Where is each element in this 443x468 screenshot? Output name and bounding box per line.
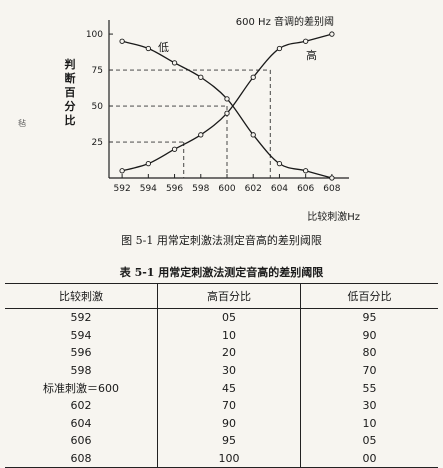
x-tick-label: 602 — [245, 184, 262, 194]
cell-high: 45 — [157, 379, 301, 397]
y-axis-label-char: 百 — [65, 86, 76, 99]
curve-label-low: 低 — [158, 41, 169, 54]
y-tick-label: 100 — [86, 30, 103, 40]
curve-label-high: 高 — [306, 48, 317, 62]
data-point — [145, 160, 151, 167]
x-tick-label: 604 — [271, 184, 288, 194]
cell-low: 55 — [362, 381, 377, 395]
data-point — [250, 132, 256, 138]
cell-low: 95 — [362, 311, 377, 325]
data-table: 比较刺激 高百分比 低百分比 592 05 95 594 10 90 596 2… — [5, 283, 438, 468]
table-row: 608 100 00 — [5, 449, 438, 468]
stray-mark: 毡 — [18, 119, 26, 128]
header-comparison: 比较刺激 — [5, 283, 158, 309]
cell-high: 95 — [157, 432, 301, 450]
table-row: 592 05 95 — [5, 308, 438, 327]
y-axis-label-char: 判 — [65, 57, 76, 71]
data-point — [145, 45, 151, 52]
cell-stimulus: 592 — [70, 311, 92, 325]
data-point — [198, 74, 204, 80]
cell-high: 90 — [157, 414, 301, 433]
cell-low: 80 — [362, 346, 377, 360]
cell-low: 30 — [362, 399, 377, 413]
header-high-percent: 高百分比 — [157, 283, 301, 309]
table-row: 606 95 05 — [5, 432, 438, 450]
table-row: 594 10 90 — [5, 326, 438, 345]
y-axis-label-char: 断 — [65, 71, 76, 85]
cell-stimulus: 602 — [70, 399, 92, 413]
cell-low: 05 — [362, 434, 377, 448]
data-point — [276, 160, 283, 167]
table-row: 598 30 70 — [5, 361, 438, 380]
x-tick-label: 598 — [192, 184, 209, 194]
data-point — [119, 38, 125, 44]
cell-stimulus: 596 — [70, 346, 92, 360]
data-point — [198, 132, 204, 138]
x-tick-label: 600 — [218, 184, 235, 194]
cell-high: 30 — [157, 361, 301, 380]
x-tick-label: 606 — [297, 184, 314, 194]
data-point — [224, 110, 230, 116]
chart-labels: 592 594 596 598 600 602 604 606 608 25 50 75 100 600 … — [65, 15, 361, 223]
data-point — [171, 146, 178, 152]
cell-low: 10 — [362, 416, 377, 430]
cell-stimulus: 594 — [70, 328, 92, 342]
data-point — [171, 60, 178, 66]
cell-high: 70 — [157, 396, 301, 415]
y-tick-label: 25 — [92, 138, 103, 148]
cell-stimulus: 598 — [70, 364, 92, 378]
data-points — [119, 31, 335, 181]
chart-title: 600 Hz 音调的差别阈 — [236, 15, 334, 28]
y-tick-label: 75 — [92, 66, 103, 76]
data-point — [119, 168, 125, 174]
table-header-row: 比较刺激 高百分比 低百分比 — [5, 283, 438, 309]
y-axis-label-char: 分 — [65, 99, 76, 113]
data-point — [276, 45, 283, 52]
table-row: 596 20 80 — [5, 344, 438, 362]
data-point — [303, 38, 309, 44]
data-point — [329, 31, 335, 37]
x-tick-label: 592 — [114, 184, 131, 194]
cell-stimulus: 608 — [5, 449, 158, 468]
cell-stimulus: 604 — [70, 416, 92, 430]
cell-high: 10 — [157, 326, 301, 345]
cell-low: 00 — [300, 449, 438, 468]
cell-high: 20 — [157, 344, 301, 362]
x-tick-label: 608 — [323, 184, 340, 194]
data-point — [250, 74, 256, 80]
y-tick-label: 50 — [92, 102, 104, 112]
cell-high: 05 — [157, 308, 301, 327]
table-row: 标准刺激＝600 45 55 — [5, 379, 438, 397]
figure-caption: 图 5-1 用常定刺激法测定音高的差别阈限 — [121, 234, 322, 247]
data-point — [329, 175, 335, 181]
x-tick-label: 596 — [166, 184, 183, 194]
table-row: 602 70 30 — [5, 396, 438, 415]
cell-stimulus: 标准刺激＝600 — [43, 382, 119, 396]
cell-low: 90 — [362, 328, 377, 342]
table-row: 604 90 10 — [5, 414, 438, 433]
header-low-percent: 低百分比 — [300, 283, 438, 309]
y-axis-label-char: 比 — [65, 113, 76, 127]
cell-high: 100 — [157, 449, 301, 468]
cell-low: 70 — [362, 364, 377, 378]
x-tick-label: 594 — [140, 184, 157, 194]
x-axis-label: 比较刺激Hz — [307, 210, 360, 223]
table-title: 表 5-1 用常定刺激法测定音高的差别阈限 — [119, 266, 324, 279]
chart: 592 594 596 598 600 602 604 606 608 25 50 75 100 600 … — [65, 15, 361, 223]
y-axis-label: 判断百分比 — [65, 57, 76, 127]
cell-stimulus: 606 — [70, 434, 92, 448]
data-point — [303, 168, 309, 174]
data-point — [224, 96, 230, 102]
